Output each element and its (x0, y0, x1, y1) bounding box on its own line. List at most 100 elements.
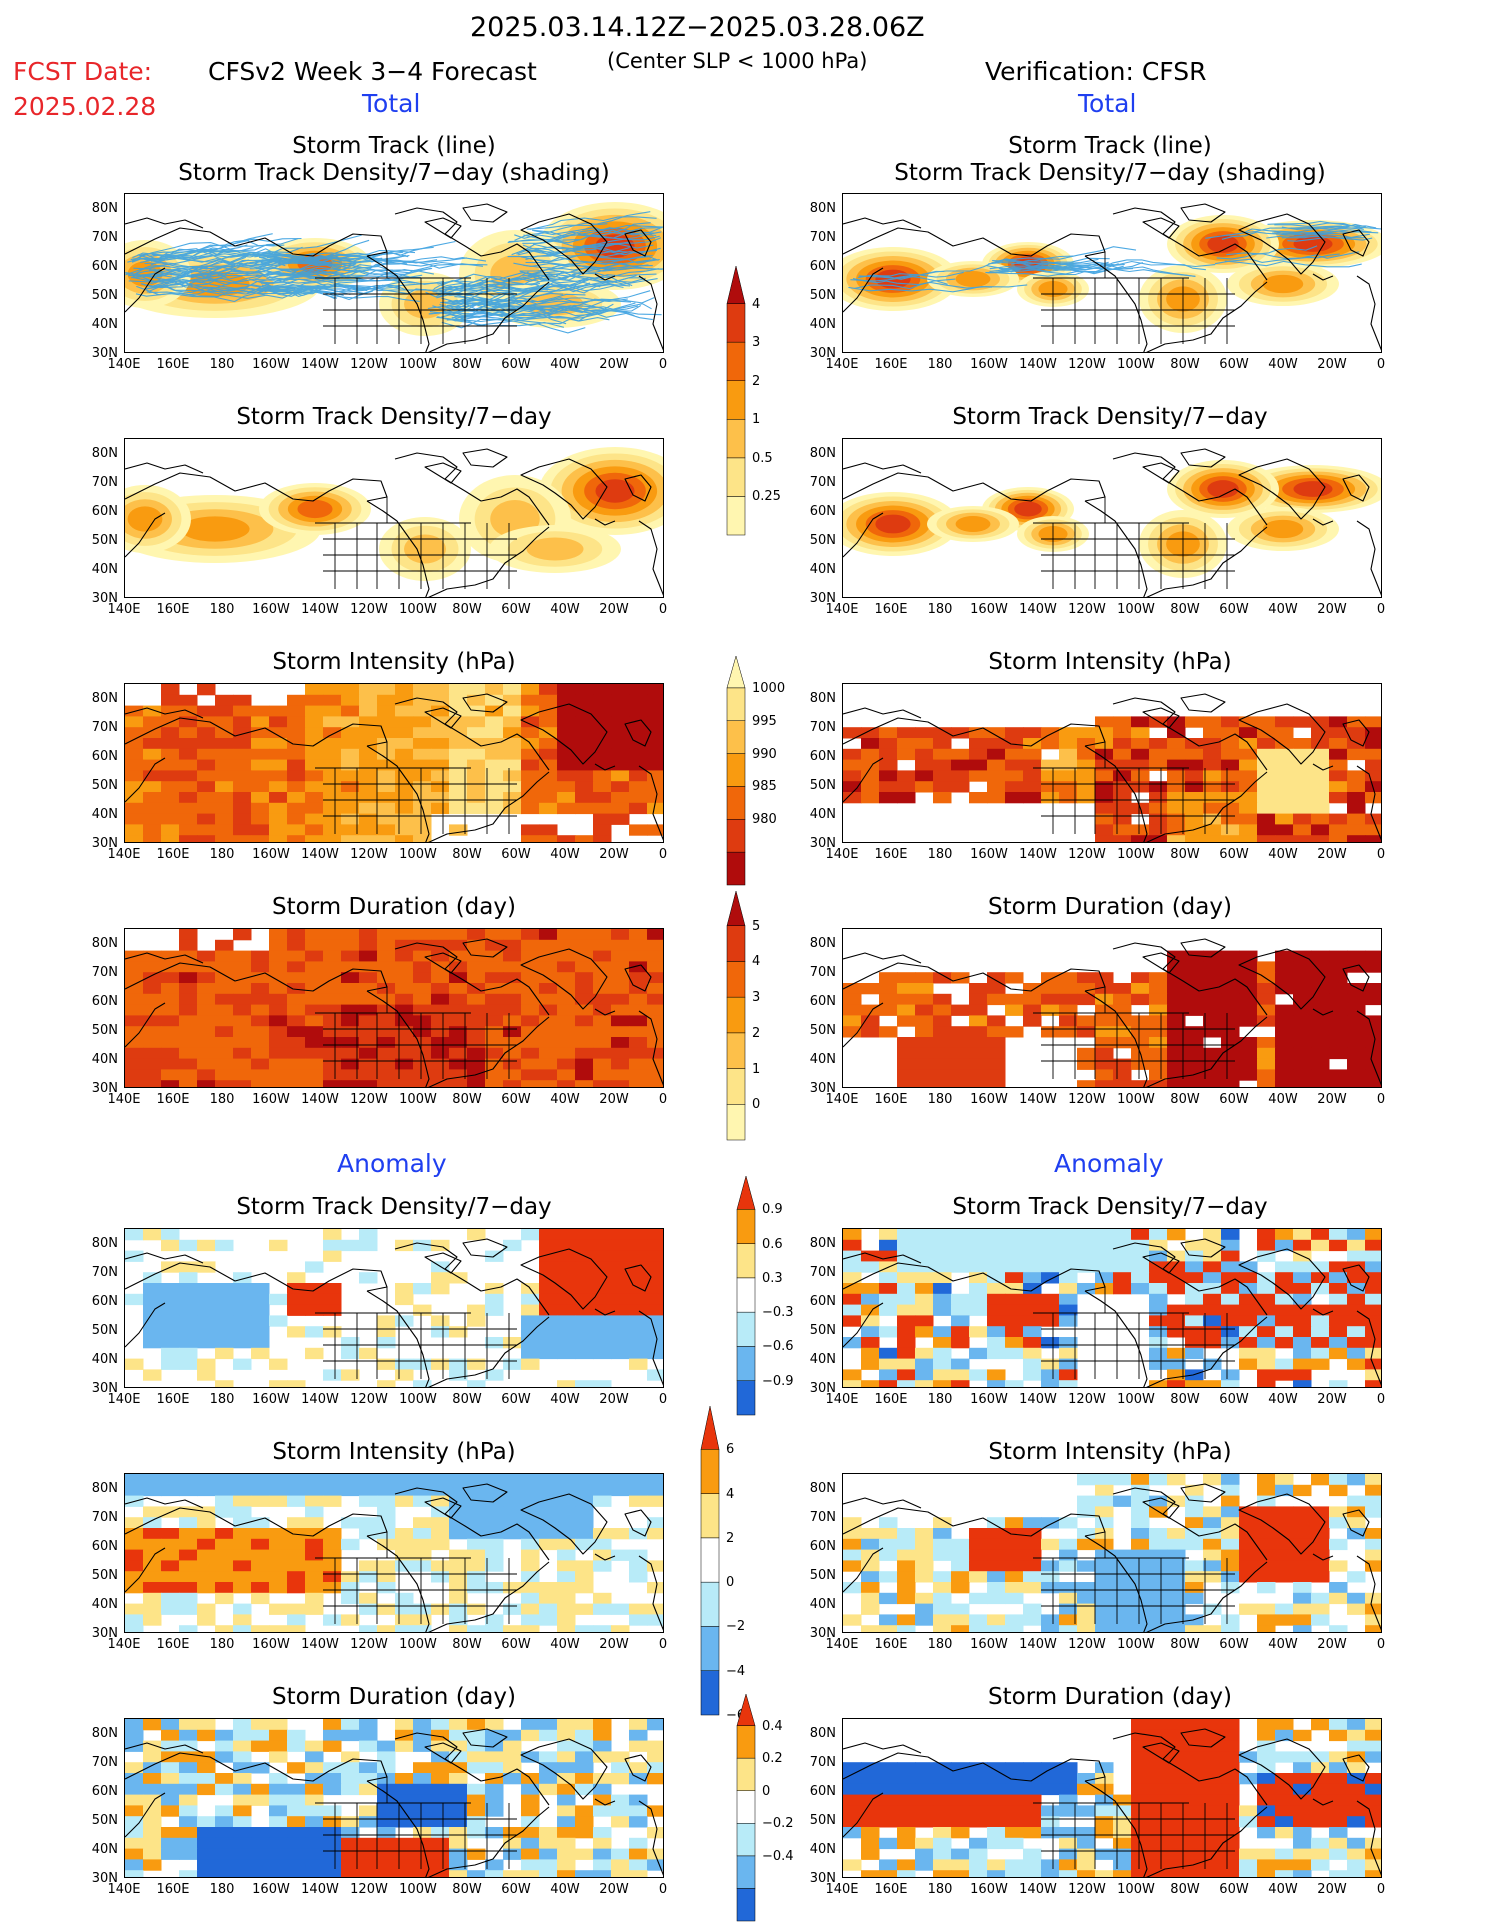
lat-tick-label: 60N (91, 994, 118, 1009)
lon-tick-label: 0 (658, 847, 668, 862)
lon-tick-label: 0 (1376, 1882, 1386, 1897)
lon-tick-label: 0 (658, 1882, 668, 1897)
lon-tick-label: 0 (1376, 1092, 1386, 1107)
lon-tick-label: 140E (825, 602, 859, 617)
lon-tick-label: 140E (825, 847, 859, 862)
lon-tick-label: 140W (301, 847, 339, 862)
lon-tick-label: 160E (874, 1392, 908, 1407)
lon-tick-label: 40W (550, 1637, 580, 1652)
lat-tick-label: 70N (809, 1265, 836, 1280)
map-panel-adur-left (124, 1718, 664, 1878)
lat-tick-label: 40N (91, 1842, 118, 1857)
lat-tick-label: 50N (809, 288, 836, 303)
lat-tick-label: 80N (91, 936, 118, 951)
lat-tick-label: 50N (809, 1323, 836, 1338)
lon-tick-label: 0 (1376, 602, 1386, 617)
lon-tick-label: 120W (1068, 1092, 1106, 1107)
lat-tick-label: 50N (91, 1023, 118, 1038)
lat-tick-label: 50N (809, 778, 836, 793)
lat-tick-label: 30N (91, 1871, 118, 1886)
lon-tick-label: 20W (1317, 1092, 1347, 1107)
lon-tick-label: 40W (550, 357, 580, 372)
lon-tick-label: 0 (1376, 357, 1386, 372)
lon-tick-label: 0 (1376, 1637, 1386, 1652)
lon-tick-label: 0 (658, 1092, 668, 1107)
lat-tick-label: 40N (91, 1352, 118, 1367)
colorbar-tick-label: 2 (726, 1530, 735, 1546)
lat-tick-label: 40N (809, 1052, 836, 1067)
lat-tick-label: 80N (91, 691, 118, 706)
lat-tick-label: 60N (809, 1539, 836, 1554)
lon-tick-label: 20W (1317, 1392, 1347, 1407)
lat-tick-label: 40N (809, 807, 836, 822)
lon-tick-label: 160W (252, 1882, 290, 1897)
lon-tick-label: 80W (1170, 1092, 1200, 1107)
lon-tick-label: 160E (156, 1392, 190, 1407)
lat-tick-label: 40N (91, 1052, 118, 1067)
lon-tick-label: 100W (399, 1882, 437, 1897)
lon-tick-label: 160W (970, 1092, 1008, 1107)
lon-tick-label: 160W (970, 847, 1008, 862)
map-panel-duration-right (842, 928, 1382, 1088)
map-panel-intensity-right (842, 683, 1382, 843)
lon-tick-label: 140E (825, 1882, 859, 1897)
colorbar-tick-label: 5 (752, 918, 761, 934)
lon-tick-label: 140E (825, 1637, 859, 1652)
map-field-duration-left (125, 929, 663, 1087)
map-field-intensity-right (843, 693, 1381, 842)
lon-tick-label: 160W (970, 1392, 1008, 1407)
lon-tick-label: 160E (874, 847, 908, 862)
lat-tick-label: 70N (809, 720, 836, 735)
title-intensity-total-left: Storm Intensity (hPa) (272, 649, 516, 675)
lon-tick-label: 20W (1317, 357, 1347, 372)
lon-tick-label: 140W (301, 1637, 339, 1652)
lon-tick-label: 140W (1019, 602, 1057, 617)
map-panel-density-left (124, 438, 664, 598)
lon-tick-label: 160W (970, 357, 1008, 372)
colorbar-tick-label: 0.3 (762, 1270, 783, 1286)
lon-tick-label: 40W (550, 1392, 580, 1407)
lat-tick-label: 30N (91, 1381, 118, 1396)
lon-tick-label: 60W (1219, 1637, 1249, 1652)
map-field-adur-left (125, 1719, 663, 1877)
lat-tick-label: 80N (809, 1726, 836, 1741)
section-anomaly-left: Anomaly (337, 1149, 447, 1178)
map-field-adens-right (843, 1229, 1381, 1387)
map-panel-track-right (842, 193, 1382, 353)
lat-tick-label: 40N (91, 1597, 118, 1612)
lon-tick-label: 40W (550, 1882, 580, 1897)
lat-tick-label: 30N (809, 346, 836, 361)
lat-tick-label: 70N (809, 965, 836, 980)
title-duration-anom-left: Storm Duration (day) (272, 1684, 516, 1710)
lat-tick-label: 80N (809, 691, 836, 706)
colorbar-tick-label: −0.4 (762, 1848, 794, 1864)
title-density-total-left: Storm Track Density/7−day (236, 404, 552, 430)
colorbar-tick-label: 1 (752, 1061, 761, 1077)
lon-tick-label: 140W (1019, 1882, 1057, 1897)
lon-tick-label: 160E (156, 602, 190, 617)
lat-tick-label: 60N (809, 1294, 836, 1309)
lat-tick-label: 80N (809, 446, 836, 461)
lon-tick-label: 20W (599, 847, 629, 862)
lon-tick-label: 140W (1019, 1092, 1057, 1107)
lon-tick-label: 120W (1068, 602, 1106, 617)
lat-tick-label: 60N (91, 1294, 118, 1309)
lon-tick-label: 160E (156, 847, 190, 862)
lon-tick-label: 80W (1170, 1392, 1200, 1407)
lon-tick-label: 20W (599, 1092, 629, 1107)
lon-tick-label: 180 (209, 602, 235, 617)
title-storm-track-line-left: Storm Track (line) (292, 133, 496, 159)
lat-tick-label: 30N (809, 1081, 836, 1096)
map-field-density-right (843, 448, 1381, 597)
title-storm-track-line-right: Storm Track (line) (1008, 133, 1212, 159)
map-panel-aint-left (124, 1473, 664, 1633)
lon-tick-label: 20W (1317, 602, 1347, 617)
lon-tick-label: 100W (1117, 847, 1155, 862)
lat-tick-label: 30N (91, 1081, 118, 1096)
colorbar-tick-label: −0.6 (762, 1339, 794, 1355)
lon-tick-label: 180 (209, 1882, 235, 1897)
lat-tick-label: 70N (809, 230, 836, 245)
lon-tick-label: 140E (825, 357, 859, 372)
slp-criterion: (Center SLP < 1000 hPa) (607, 49, 868, 73)
lon-tick-label: 140E (107, 1637, 141, 1652)
